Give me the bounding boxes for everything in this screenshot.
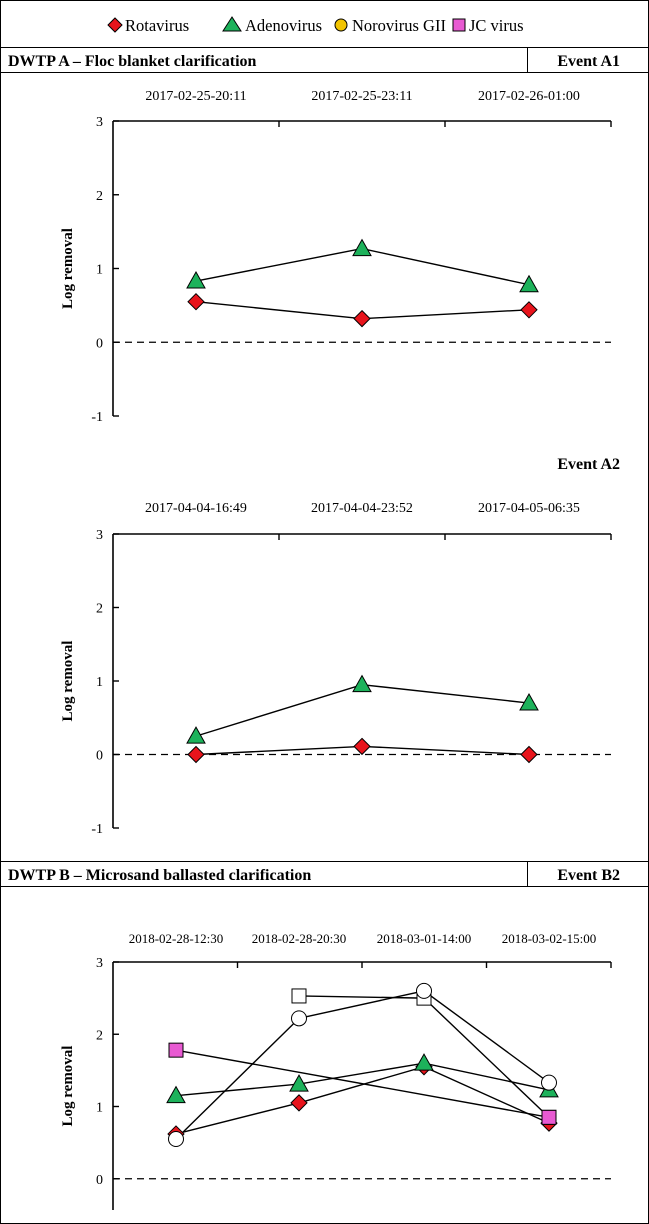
data-point-rotavirus <box>353 309 371 328</box>
legend-jcvirus-label: JC virus <box>469 16 524 35</box>
x-tick-label: 2017-04-05-06:35 <box>478 501 580 516</box>
data-point-rotavirus <box>290 1094 308 1112</box>
y-tick-label: 0 <box>96 1173 103 1188</box>
data-point-jc-virus <box>541 1109 557 1125</box>
y-tick-label: 0 <box>96 336 103 351</box>
x-tick-label: 2017-04-04-23:52 <box>311 501 413 516</box>
y-axis-label: Log removal <box>60 1046 76 1127</box>
x-tick-label: 2018-03-01-14:00 <box>377 931 472 946</box>
legend: Rotavirus Adenovirus Norovirus GII JC vi… <box>107 16 524 35</box>
data-point-open-circle <box>541 1074 557 1091</box>
y-tick-label: 2 <box>96 189 103 204</box>
y-tick-label: 1 <box>96 263 103 278</box>
data-point-adenovirus <box>289 1074 309 1092</box>
y-tick-label: 1 <box>96 675 103 690</box>
series-line-adenovirus <box>195 683 530 737</box>
section-title-a: DWTP A – Floc blanket clarification <box>8 53 257 70</box>
chart-panel-b2: 3 2 1 0 Log removal 2018-02-28-12:30 2018-02-2… <box>60 931 612 1210</box>
data-point-rotavirus <box>353 737 371 756</box>
x-tick-label: 2017-02-26-01:00 <box>478 89 580 104</box>
section-header-a: DWTP A – Floc blanket clarification Even… <box>0 47 649 73</box>
data-point-adenovirus <box>414 1053 434 1071</box>
legend-rotavirus-icon <box>107 17 123 33</box>
y-tick-label: 2 <box>96 602 103 617</box>
data-point-adenovirus <box>186 726 206 744</box>
y-axis-label: Log removal <box>60 228 76 309</box>
legend-norovirus-label: Norovirus GII <box>352 16 446 35</box>
x-tick-label: 2018-02-28-20:30 <box>252 931 347 946</box>
y-tick-label: 2 <box>96 1028 103 1043</box>
event-label-a1: Event A1 <box>557 53 620 70</box>
y-tick-label: 3 <box>96 528 103 543</box>
data-point-adenovirus <box>352 238 372 257</box>
data-point-rotavirus <box>520 745 538 764</box>
data-point-adenovirus <box>352 674 372 693</box>
y-axis-label: Log removal <box>60 641 76 722</box>
series-line-rotavirus <box>175 1066 550 1135</box>
series-line-open-circle <box>175 990 550 1140</box>
data-point-rotavirus <box>187 292 205 311</box>
chart-panel-a2: 3 2 1 0 -1 Log removal 2017-04-04-16:49 2017-04… <box>60 501 612 837</box>
data-point-adenovirus <box>519 693 539 711</box>
x-tick-label: 2017-02-25-20:11 <box>145 89 246 104</box>
data-point-open-circle <box>168 1131 184 1148</box>
event-label-a2: Event A2 <box>557 456 620 473</box>
legend-rotavirus-label: Rotavirus <box>125 16 189 35</box>
data-point-adenovirus <box>186 271 206 289</box>
y-tick-label: 1 <box>96 1101 103 1116</box>
data-point-adenovirus <box>166 1085 186 1104</box>
legend-jcvirus-icon <box>452 18 466 32</box>
series-line-adenovirus <box>175 1062 550 1097</box>
data-point-rotavirus <box>187 745 205 764</box>
legend-norovirus-icon <box>334 18 348 32</box>
legend-adenovirus-icon <box>222 16 242 32</box>
data-point-open-circle <box>291 1010 307 1027</box>
y-tick-label: 3 <box>96 956 103 971</box>
chart-panel-a1: 3 2 1 0 -1 Log removal 2017-02-25-20:11 2017-02… <box>60 89 612 425</box>
data-point-open-square <box>291 988 307 1004</box>
data-point-adenovirus <box>519 274 539 293</box>
data-point-jc-virus <box>168 1042 184 1058</box>
y-tick-label: -1 <box>91 822 103 837</box>
x-tick-label: 2018-03-02-15:00 <box>502 931 597 946</box>
legend-adenovirus-label: Adenovirus <box>245 16 322 35</box>
data-point-rotavirus <box>520 301 538 319</box>
x-tick-label: 2017-02-25-23:11 <box>311 89 412 104</box>
y-tick-label: 0 <box>96 749 103 764</box>
event-label-b2: Event B2 <box>557 867 620 884</box>
x-tick-label: 2018-02-28-12:30 <box>129 931 224 946</box>
y-tick-label: 3 <box>96 115 103 130</box>
series-line-jc-virus <box>175 1049 550 1119</box>
data-point-open-circle <box>416 982 432 999</box>
y-tick-label: -1 <box>91 410 103 425</box>
section-title-b: DWTP B – Microsand ballasted clarificati… <box>8 867 311 884</box>
section-header-b: DWTP B – Microsand ballasted clarificati… <box>0 861 649 887</box>
x-tick-label: 2017-04-04-16:49 <box>145 501 247 516</box>
